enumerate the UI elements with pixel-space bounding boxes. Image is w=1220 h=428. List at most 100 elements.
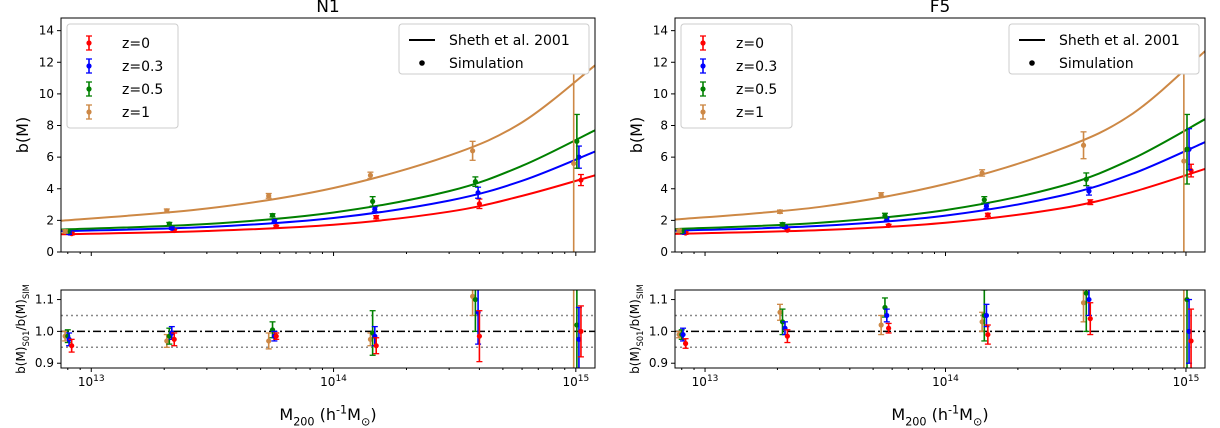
data-point xyxy=(1086,296,1092,303)
legend-marker xyxy=(700,40,706,46)
data-point xyxy=(578,328,584,334)
model-curve-z=1 xyxy=(675,50,1205,221)
tick-base: 10 xyxy=(692,375,707,389)
label-segment: (h xyxy=(927,405,948,424)
data-point xyxy=(1080,142,1087,148)
data-point xyxy=(69,343,75,349)
y-tick-label: 8 xyxy=(46,119,54,133)
label-segment: ) xyxy=(982,405,988,424)
legend-label: Simulation xyxy=(1059,56,1134,72)
tick-base: 10 xyxy=(932,375,947,389)
model-curve-z=0 xyxy=(675,168,1205,235)
y-tick-label: 1.1 xyxy=(649,293,668,307)
legend-label: z=1 xyxy=(122,105,150,121)
tick-exponent: 13 xyxy=(707,374,718,384)
legend-label: Sheth et al. 2001 xyxy=(1059,33,1180,49)
data-point xyxy=(472,296,478,303)
label-segment: ⊙ xyxy=(361,416,370,428)
legend-redshift: z=0 z=0.3 z=0.5 z=1 xyxy=(680,23,793,129)
tick-exponent: 14 xyxy=(947,374,959,384)
y-tick-label: 6 xyxy=(660,150,668,164)
legend-style: Sheth et al. 2001 Simulation xyxy=(398,23,590,75)
data-point xyxy=(164,338,170,344)
legend-box xyxy=(66,23,179,129)
data-point xyxy=(367,172,374,178)
data-point xyxy=(475,190,481,196)
label-segment: M xyxy=(891,405,905,424)
y-tick-label: 0 xyxy=(46,245,54,259)
legend-label: z=0 xyxy=(122,36,150,52)
tick-exponent: 13 xyxy=(93,374,104,384)
data-point xyxy=(777,209,783,215)
y-tick-label: 10 xyxy=(653,87,668,101)
panel-n1: N1 0 2 4 6 8 10 12 14 b(M) z=0 z=0.3 z=0.5 z=1 Sheth e… xyxy=(13,0,596,428)
data-point xyxy=(62,228,68,235)
data-point xyxy=(886,222,892,229)
data-point xyxy=(682,340,689,347)
tick-base: 10 xyxy=(1173,375,1188,389)
label-segment: (h xyxy=(315,405,336,424)
legend-redshift: z=0 z=0.3 z=0.5 z=1 xyxy=(66,23,179,129)
data-point xyxy=(574,138,580,144)
top-axes-frame xyxy=(60,17,596,253)
y-axis-label: b(M)S01/b(M)SIM xyxy=(14,284,31,374)
data-point xyxy=(676,228,682,234)
legend-marker xyxy=(86,63,92,69)
model-curve-z=0.3 xyxy=(675,141,1205,232)
data-point xyxy=(1083,176,1089,182)
legend-style: Sheth et al. 2001 Simulation xyxy=(1008,23,1200,75)
data-point xyxy=(981,197,987,203)
legend-marker xyxy=(700,109,706,115)
label-segment: 200 xyxy=(293,416,314,428)
legend-box xyxy=(680,23,793,129)
data-point xyxy=(271,218,277,224)
data-point xyxy=(372,206,378,212)
data-point xyxy=(370,198,376,205)
bottom-plot-area xyxy=(61,290,595,368)
data-point xyxy=(1087,316,1093,322)
x-tick-label: 1015 xyxy=(562,374,589,389)
data-point xyxy=(171,336,177,342)
data-point xyxy=(777,309,783,315)
legend-marker xyxy=(86,109,92,115)
bottom-axes-frame xyxy=(674,289,1206,369)
data-point xyxy=(979,319,985,325)
legend-box xyxy=(1008,23,1200,75)
legend-marker xyxy=(419,60,425,66)
label-segment: 200 xyxy=(905,416,926,428)
data-point xyxy=(680,331,686,338)
x-tick-label: 1013 xyxy=(692,374,719,389)
y-tick-label: 1.0 xyxy=(35,324,54,338)
x-axis-label: M200 (h-1M⊙) xyxy=(279,404,376,428)
data-point xyxy=(779,221,786,227)
tick-base: 10 xyxy=(562,375,577,389)
chart-title: N1 xyxy=(316,0,340,17)
x-tick-label: 1014 xyxy=(320,374,347,389)
x-tick-label: 1015 xyxy=(1173,374,1200,389)
y-tick-label: 10 xyxy=(39,87,54,101)
label-segment: S01 xyxy=(21,331,31,347)
data-point xyxy=(470,148,476,154)
data-point xyxy=(266,338,272,344)
chart-title: F5 xyxy=(930,0,951,17)
legend-label: z=0.3 xyxy=(736,59,777,75)
legend-label: Sheth et al. 2001 xyxy=(449,33,570,49)
tick-base: 10 xyxy=(320,375,335,389)
data-point xyxy=(476,333,483,339)
label-segment: /b(M) xyxy=(14,299,28,330)
y-tick-label: 0.9 xyxy=(35,356,54,370)
label-segment: b(M) xyxy=(628,347,642,374)
legend-label: z=0.3 xyxy=(122,59,163,75)
legend-label: Simulation xyxy=(449,56,524,72)
top-axes-frame xyxy=(674,17,1206,253)
label-segment: S01 xyxy=(635,331,645,347)
data-point xyxy=(164,208,170,214)
data-point xyxy=(1184,146,1190,152)
y-tick-label: 6 xyxy=(46,150,54,164)
y-tick-label: 0 xyxy=(660,245,668,259)
data-point xyxy=(878,322,884,328)
data-point xyxy=(273,333,279,339)
data-point xyxy=(169,225,175,231)
data-point xyxy=(476,201,483,207)
legend-marker xyxy=(86,40,92,46)
